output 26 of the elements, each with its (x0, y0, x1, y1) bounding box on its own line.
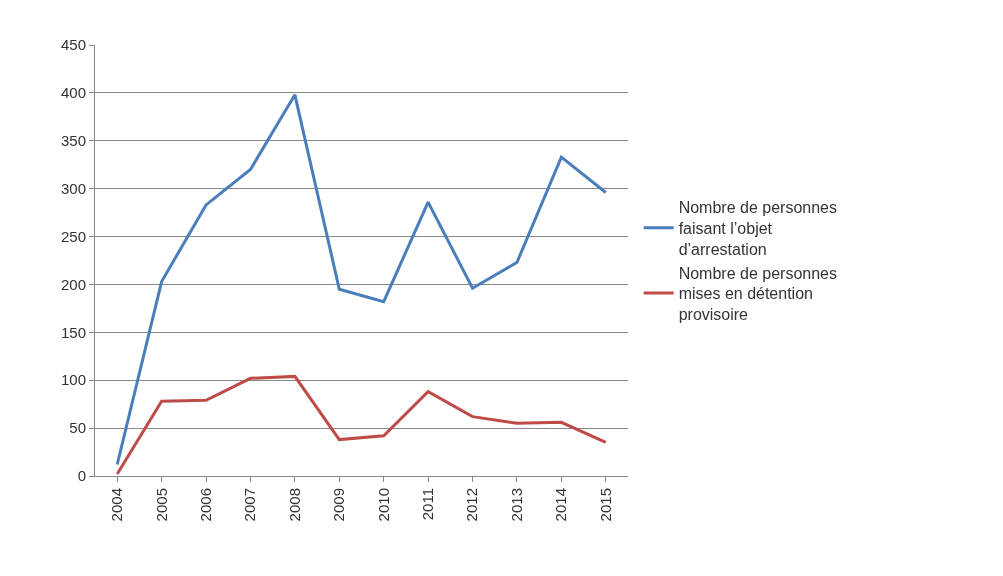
y-tick-label: 150 (60, 323, 86, 341)
x-tick-label: 2005 (152, 488, 170, 522)
line-series (115, 93, 608, 467)
x-tick-label: 2013 (507, 488, 525, 522)
y-tick-label: 200 (60, 275, 86, 293)
y-tick-label: 350 (60, 132, 86, 150)
y-tick-label: 100 (60, 371, 86, 389)
x-tick-label: 2010 (374, 488, 392, 522)
y-tick-label: 400 (60, 84, 86, 102)
y-tick-label: 450 (60, 36, 86, 54)
x-tick-label: 2006 (196, 488, 214, 522)
y-tick-label: 0 (77, 467, 86, 485)
x-tick-label: 2015 (596, 488, 614, 522)
line-series (115, 374, 608, 476)
legend-label: Nombre de personnes faisant l’objet d’arrestation (678, 199, 837, 258)
x-tick-label: 2004 (108, 488, 126, 522)
x-tick-label: 2014 (552, 488, 570, 522)
legend-label: Nombre de personnes mises en détention provisoire (678, 264, 837, 324)
x-tick-label: 2011 (418, 488, 436, 521)
x-tick-label: 2008 (285, 488, 303, 522)
y-tick-label: 300 (60, 179, 86, 197)
x-tick-label: 2009 (330, 488, 348, 522)
x-tick-label: 2012 (463, 488, 481, 522)
y-tick-label: 50 (69, 419, 86, 437)
x-tick-label: 2007 (241, 488, 259, 522)
y-tick-label: 250 (60, 227, 86, 245)
